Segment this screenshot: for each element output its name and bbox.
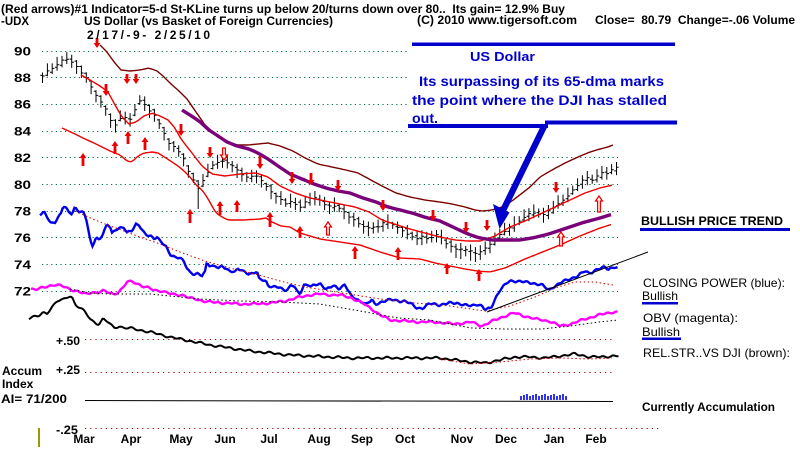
svg-text:74: 74	[14, 258, 31, 272]
svg-text:May: May	[169, 432, 193, 446]
svg-text:Bullish: Bullish	[642, 289, 678, 303]
svg-text:Jun: Jun	[214, 432, 235, 446]
svg-text:OBV (magenta):: OBV (magenta):	[643, 311, 738, 325]
svg-text:Oct: Oct	[395, 432, 415, 446]
svg-text:Accum: Accum	[2, 364, 42, 378]
svg-text:BULLISH PRICE TREND: BULLISH PRICE TREND	[641, 214, 783, 228]
svg-text:Sep: Sep	[351, 432, 373, 446]
svg-text:Apr: Apr	[121, 432, 142, 446]
svg-text:2/17/-9- 2/25/10: 2/17/-9- 2/25/10	[87, 28, 210, 42]
svg-text:86: 86	[14, 98, 31, 112]
svg-text:Feb: Feb	[585, 432, 606, 446]
svg-text:84: 84	[14, 125, 31, 139]
svg-text:Bullish: Bullish	[642, 325, 680, 339]
svg-text:+.50: +.50	[56, 334, 80, 348]
svg-text:(Red arrows)#1 Indicator=5-d S: (Red arrows)#1 Indicator=5-d St-KLine tu…	[1, 2, 565, 16]
svg-text:76: 76	[14, 231, 31, 245]
svg-text:CLOSING POWER (blue):: CLOSING POWER (blue):	[643, 276, 785, 290]
svg-text:Close= 80.79 Change=-.06 Vol: Close= 80.79 Change=-.06 Volume	[595, 13, 795, 27]
svg-text:Currently Accumulation: Currently Accumulation	[642, 400, 775, 414]
svg-text:out.: out.	[412, 110, 438, 126]
svg-text:Jan: Jan	[544, 432, 565, 446]
svg-text:82: 82	[14, 151, 31, 165]
svg-text:US Dollar (vs Basket of Foreig: US Dollar (vs Basket of Foreign Currenci…	[84, 14, 333, 28]
svg-text:72: 72	[14, 285, 31, 299]
svg-text:(C) 2010 www.tigersoft.com: (C) 2010 www.tigersoft.com	[417, 13, 577, 27]
svg-text:Aug: Aug	[307, 432, 330, 446]
svg-text:-UDX: -UDX	[1, 14, 29, 28]
svg-text:the point where the DJI has st: the point where the DJI has stalled	[412, 92, 667, 108]
svg-text:Nov: Nov	[451, 432, 474, 446]
svg-text:78: 78	[14, 205, 31, 219]
svg-text:80: 80	[14, 178, 31, 192]
svg-text:+.25: +.25	[56, 363, 80, 377]
svg-text:88: 88	[14, 71, 31, 85]
svg-text:Mar: Mar	[73, 432, 95, 446]
svg-text:90: 90	[14, 45, 31, 59]
svg-text:AI= 71/200: AI= 71/200	[1, 392, 67, 406]
svg-text:Jul: Jul	[260, 432, 277, 446]
svg-text:Index: Index	[2, 377, 34, 391]
svg-text:US Dollar: US Dollar	[470, 49, 535, 64]
svg-text:-.25: -.25	[56, 423, 78, 437]
svg-text:Dec: Dec	[495, 432, 517, 446]
svg-text:Its surpassing of its 65-dma m: Its surpassing of its 65-dma marks	[419, 73, 664, 89]
svg-text:REL.STR..VS DJI (brown):: REL.STR..VS DJI (brown):	[643, 346, 790, 360]
